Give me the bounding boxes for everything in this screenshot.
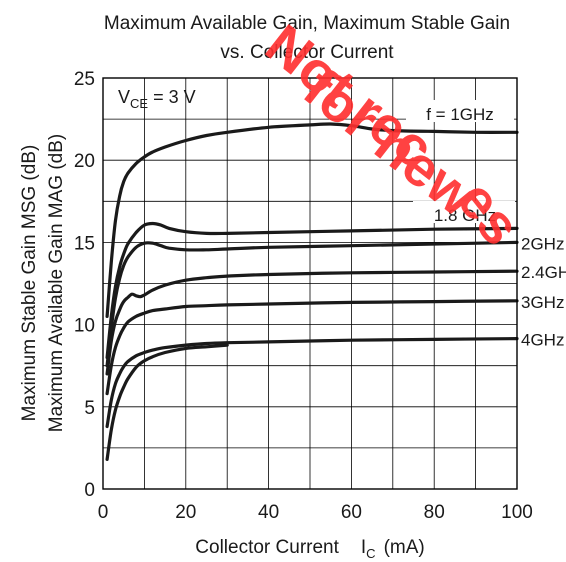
x-axis-label: Collector Current IC (mA) xyxy=(195,537,424,561)
chart-title: Maximum Available Gain, Maximum Stable G… xyxy=(104,13,510,34)
condition-label: VCE = 3 V xyxy=(118,87,196,111)
x-tick-label: 40 xyxy=(258,502,279,523)
y-tick-label: 20 xyxy=(74,151,95,172)
curve-4ghz xyxy=(105,337,519,429)
series-label-background xyxy=(413,201,515,223)
series-label-1-8ghz: 1.8 GHz xyxy=(434,206,496,225)
y-axis-label-outer: Maximum Stable Gain MSG (dB) xyxy=(19,145,40,422)
series-label-2ghz: 2GHz xyxy=(521,234,564,253)
y-tick-label: 5 xyxy=(84,398,95,419)
x-tick-labels: 0 20 40 60 80 100 xyxy=(98,502,533,523)
x-tick-label: 20 xyxy=(175,502,196,523)
chart-subtitle: vs. Collector Current xyxy=(220,42,394,63)
series-label-4ghz: 4GHz xyxy=(521,331,564,350)
y-tick-label: 25 xyxy=(74,69,95,90)
series-label-3ghz: 3GHz xyxy=(521,293,564,312)
y-tick-labels: 0 5 10 15 20 25 xyxy=(74,69,95,501)
x-tick-label: 0 xyxy=(98,502,109,523)
series-labels: f = 1GHz 1.8 GHz 2GHz 2.4GHz 3GHz 4GHz xyxy=(406,100,566,350)
curve-2-4ghz xyxy=(105,269,519,376)
y-tick-label: 0 xyxy=(84,480,95,501)
x-tick-label: 100 xyxy=(501,502,533,523)
curve-lowest xyxy=(105,343,229,461)
y-tick-label: 15 xyxy=(74,233,95,254)
plot-frame xyxy=(102,77,518,490)
x-tick-label: 80 xyxy=(424,502,445,523)
x-tick-label: 60 xyxy=(341,502,362,523)
series-label-2-4ghz: 2.4GHz xyxy=(521,263,566,282)
curve-3ghz xyxy=(105,299,519,396)
curve-1-8ghz xyxy=(105,221,519,360)
y-axis-label-inner: Maximum Available Gain MAG (dB) xyxy=(46,134,67,432)
y-tick-label: 10 xyxy=(74,316,95,337)
curve-1ghz xyxy=(105,122,519,318)
curve-2ghz xyxy=(105,240,519,368)
watermark: Not rec for new es xyxy=(255,12,534,257)
series-label-background xyxy=(406,100,514,122)
series-label-1ghz: f = 1GHz xyxy=(426,105,494,124)
curves-layer xyxy=(105,122,519,461)
